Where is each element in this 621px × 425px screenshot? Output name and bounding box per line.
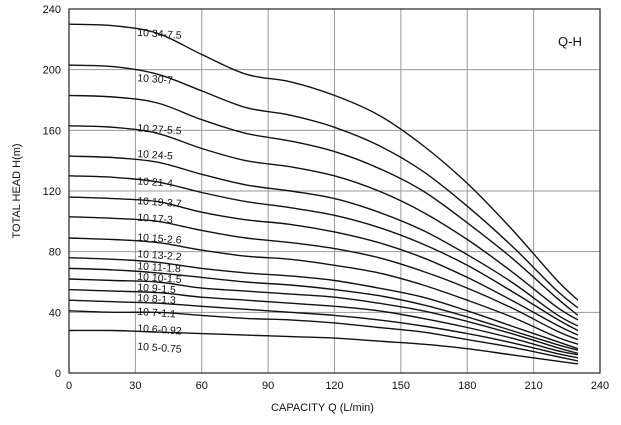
pump-curve <box>68 125 579 321</box>
x-tick-label: 180 <box>458 380 476 392</box>
y-tick-label: 120 <box>43 186 61 198</box>
pump-curve <box>68 278 579 354</box>
pump-curve <box>68 329 578 365</box>
pump-curve <box>68 196 579 336</box>
pump-curve <box>68 155 579 327</box>
plot-frame <box>68 8 601 374</box>
pump-curve <box>68 23 579 301</box>
curve-label: 10 19-3.7 <box>137 195 182 210</box>
pump-curve <box>68 64 579 309</box>
x-tick-label: 60 <box>196 380 208 392</box>
y-axis-title: TOTAL HEAD H(m) <box>11 143 23 238</box>
curve-label: 10 6-0.92 <box>137 323 182 338</box>
pump-curve <box>68 267 579 351</box>
x-tick-label: 210 <box>524 380 542 392</box>
curve-label: 10 9-1.5 <box>137 282 176 297</box>
curve-label: 10 17-3 <box>137 212 174 226</box>
curve-label: 10 7-1.1 <box>137 306 176 321</box>
pump-curve <box>68 299 579 359</box>
tick-labels: 0 30 60 90 120 150 180 210 240 0 40 80 120 160 200 240 <box>43 4 610 392</box>
curve-labels: 10 34-7.5 10 30-7 10 27-5.5 10 24-5 10 21-4 1… <box>137 27 182 356</box>
y-tick-label: 80 <box>49 247 61 259</box>
curve-label: 10 34-7.5 <box>137 27 182 42</box>
x-tick-label: 30 <box>129 380 141 392</box>
x-tick-label: 120 <box>325 380 343 392</box>
curve-label: 10 15-2.6 <box>137 232 182 247</box>
curve-label: 10 11-1.8 <box>137 260 181 275</box>
y-tick-label: 240 <box>43 4 61 16</box>
y-tick-label: 40 <box>49 307 61 319</box>
y-tick-label: 0 <box>55 368 61 380</box>
pump-curve <box>68 257 579 350</box>
curve-label: 10 27-5.5 <box>137 122 182 137</box>
curve-label: 10 5-0.75 <box>137 341 182 356</box>
curve-label: 10 13-2.2 <box>137 248 182 263</box>
curve-label: 10 21-4 <box>137 175 174 189</box>
pump-curve <box>68 216 579 341</box>
x-tick-label: 90 <box>262 380 274 392</box>
x-axis-title: CAPACITY Q (L/min) <box>271 402 374 414</box>
pump-curve <box>68 288 579 356</box>
x-tick-label: 240 <box>591 380 609 392</box>
pump-curve <box>68 94 579 316</box>
curve-label: 10 8-1.3 <box>137 292 176 307</box>
pump-curves <box>68 23 579 365</box>
pump-curve <box>68 237 579 345</box>
x-tick-label: 150 <box>392 380 410 392</box>
chart-corner-label: Q-H <box>558 34 582 49</box>
pump-curve <box>68 310 579 362</box>
y-tick-label: 160 <box>43 125 61 137</box>
curve-label: 10 10-1.5 <box>137 271 182 286</box>
y-tick-label: 200 <box>43 65 61 77</box>
curve-label: 10 30-7 <box>137 72 174 86</box>
x-tick-label: 0 <box>66 380 72 392</box>
pump-curve <box>68 175 579 332</box>
curve-label: 10 24-5 <box>137 148 174 162</box>
